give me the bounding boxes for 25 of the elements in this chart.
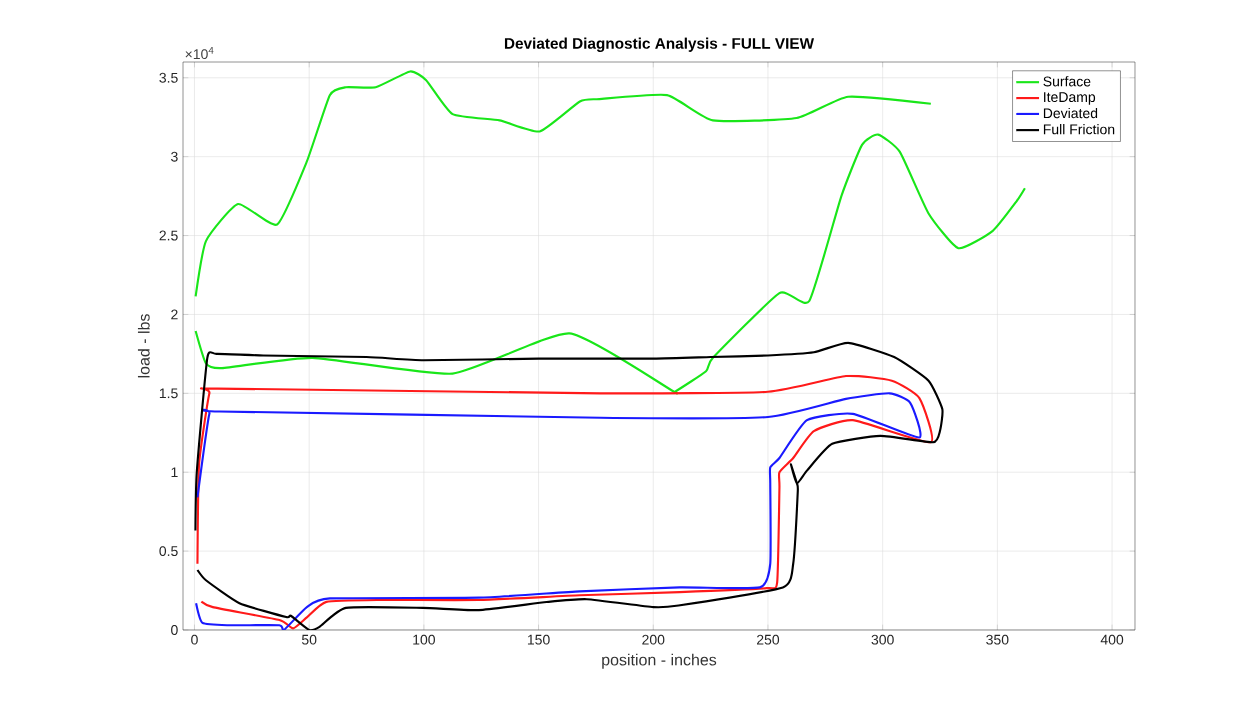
y-tick-label: 3	[171, 151, 178, 162]
y-tick-label: 1.5	[159, 388, 178, 399]
y-tick-label: 2	[171, 309, 178, 320]
y-tick-label: 3.5	[159, 72, 178, 83]
legend-label: Deviated	[1043, 107, 1098, 119]
legend-label: Full Friction	[1043, 124, 1115, 135]
x-tick-label: 250	[757, 634, 780, 645]
y-tick-label: 2.5	[159, 230, 178, 241]
text: ×10$^{4}$	[185, 46, 214, 60]
y-tick-label: 0	[171, 625, 178, 635]
x-tick-label: 300	[871, 634, 894, 645]
x-tick-label: 400	[1100, 634, 1124, 645]
legend-label: IteDamp	[1044, 92, 1096, 105]
x-tick-label: 100	[413, 634, 435, 645]
y-tick-label: 1	[171, 467, 178, 478]
y-axis-title: load - lbs	[137, 314, 150, 378]
x-tick-label: 150	[527, 634, 550, 645]
y-tick-label: 0.5	[159, 546, 178, 557]
x-tick-label: 50	[301, 634, 317, 645]
chart-title: Deviated Diagnostic Analysis - FULL VIEW	[504, 37, 815, 52]
legend-label: Surface	[1043, 76, 1091, 87]
x-tick-label: 200	[642, 634, 665, 645]
x-axis-title: position - inches	[602, 653, 717, 669]
x-tick-label: 0	[191, 634, 198, 645]
x-tick-label: 350	[986, 634, 1009, 645]
